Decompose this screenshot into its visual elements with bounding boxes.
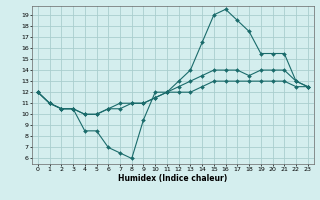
X-axis label: Humidex (Indice chaleur): Humidex (Indice chaleur): [118, 174, 228, 183]
